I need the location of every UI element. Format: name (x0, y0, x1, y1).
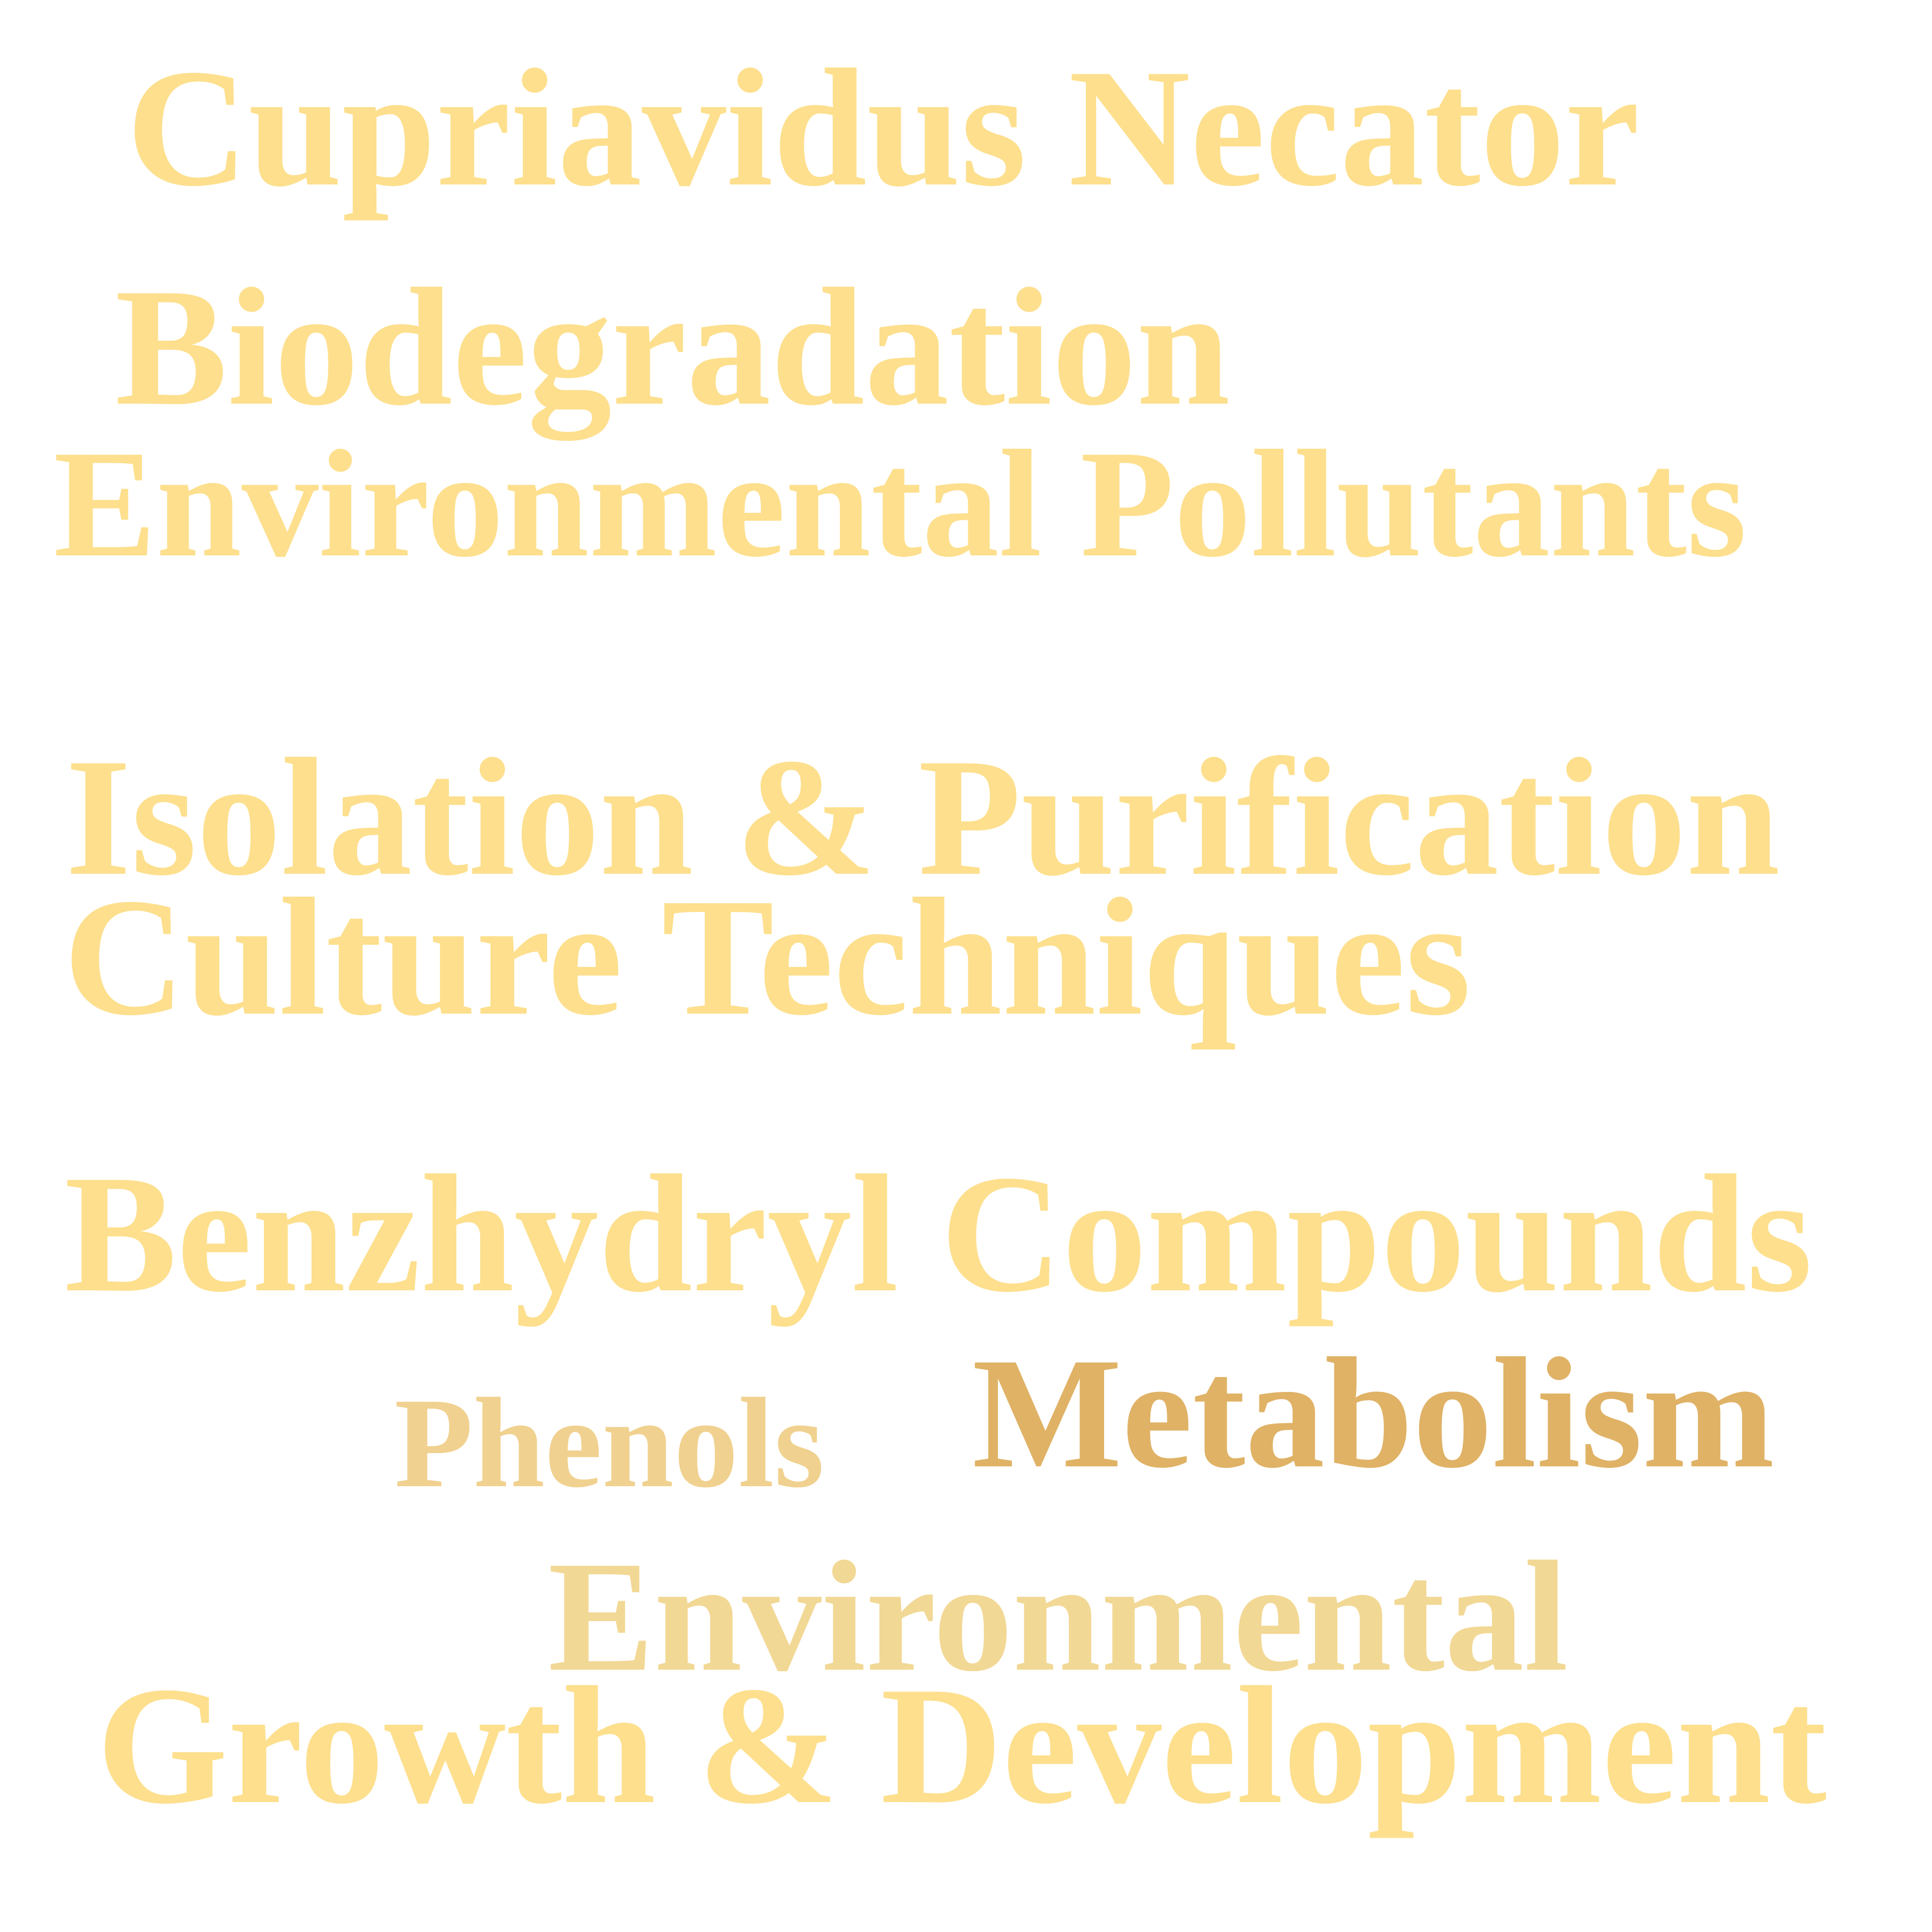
word-isolation-purification: Isolation & Purification (65, 724, 1780, 910)
word-benzhydryl-compounds: Benzhydryl Compounds (64, 1140, 1812, 1327)
word-environmental: Environmental (548, 1529, 1568, 1704)
word-culture-techniques: Culture Techniques (63, 863, 1471, 1050)
word-metabolism: Metabolism (972, 1326, 1775, 1501)
word-biodegradation: Biodegradation (115, 253, 1231, 440)
word-growth-development: Growth & Development (97, 1652, 1827, 1839)
word-environmental-pollutants: Environmental Pollutants (54, 419, 1747, 589)
word-phenols: Phenols (394, 1372, 824, 1514)
word-cupriavidus-necator: Cupriavidus Necator (126, 34, 1640, 221)
